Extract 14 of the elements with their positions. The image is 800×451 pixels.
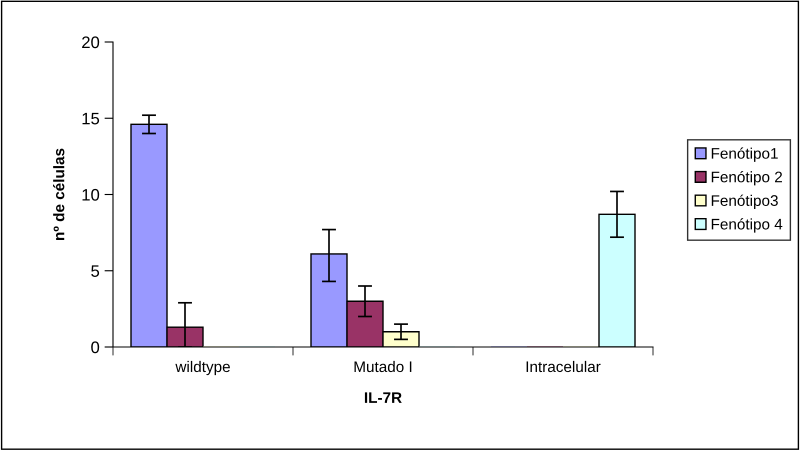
y-tick-label: 10 (82, 188, 100, 201)
legend-label: Fenótipo 2 (712, 170, 782, 186)
legend-label: Fenótipo1 (712, 147, 778, 162)
y-tick-label: 15 (82, 112, 100, 124)
x-tick-label: Intracelular (526, 360, 601, 372)
x-tick-label: wildtype (175, 360, 230, 376)
y-axis-title: nº de células (53, 148, 64, 240)
x-tick-label: Mutado I (354, 360, 412, 372)
y-tick-label: 20 (82, 36, 100, 48)
x-axis-title: IL-7R (364, 392, 402, 403)
y-tick-label: 0 (91, 341, 100, 354)
legend-label: Fenótipo 4 (712, 218, 782, 233)
legend-label: Fenótipo3 (712, 194, 778, 210)
y-tick-label: 5 (91, 265, 100, 277)
